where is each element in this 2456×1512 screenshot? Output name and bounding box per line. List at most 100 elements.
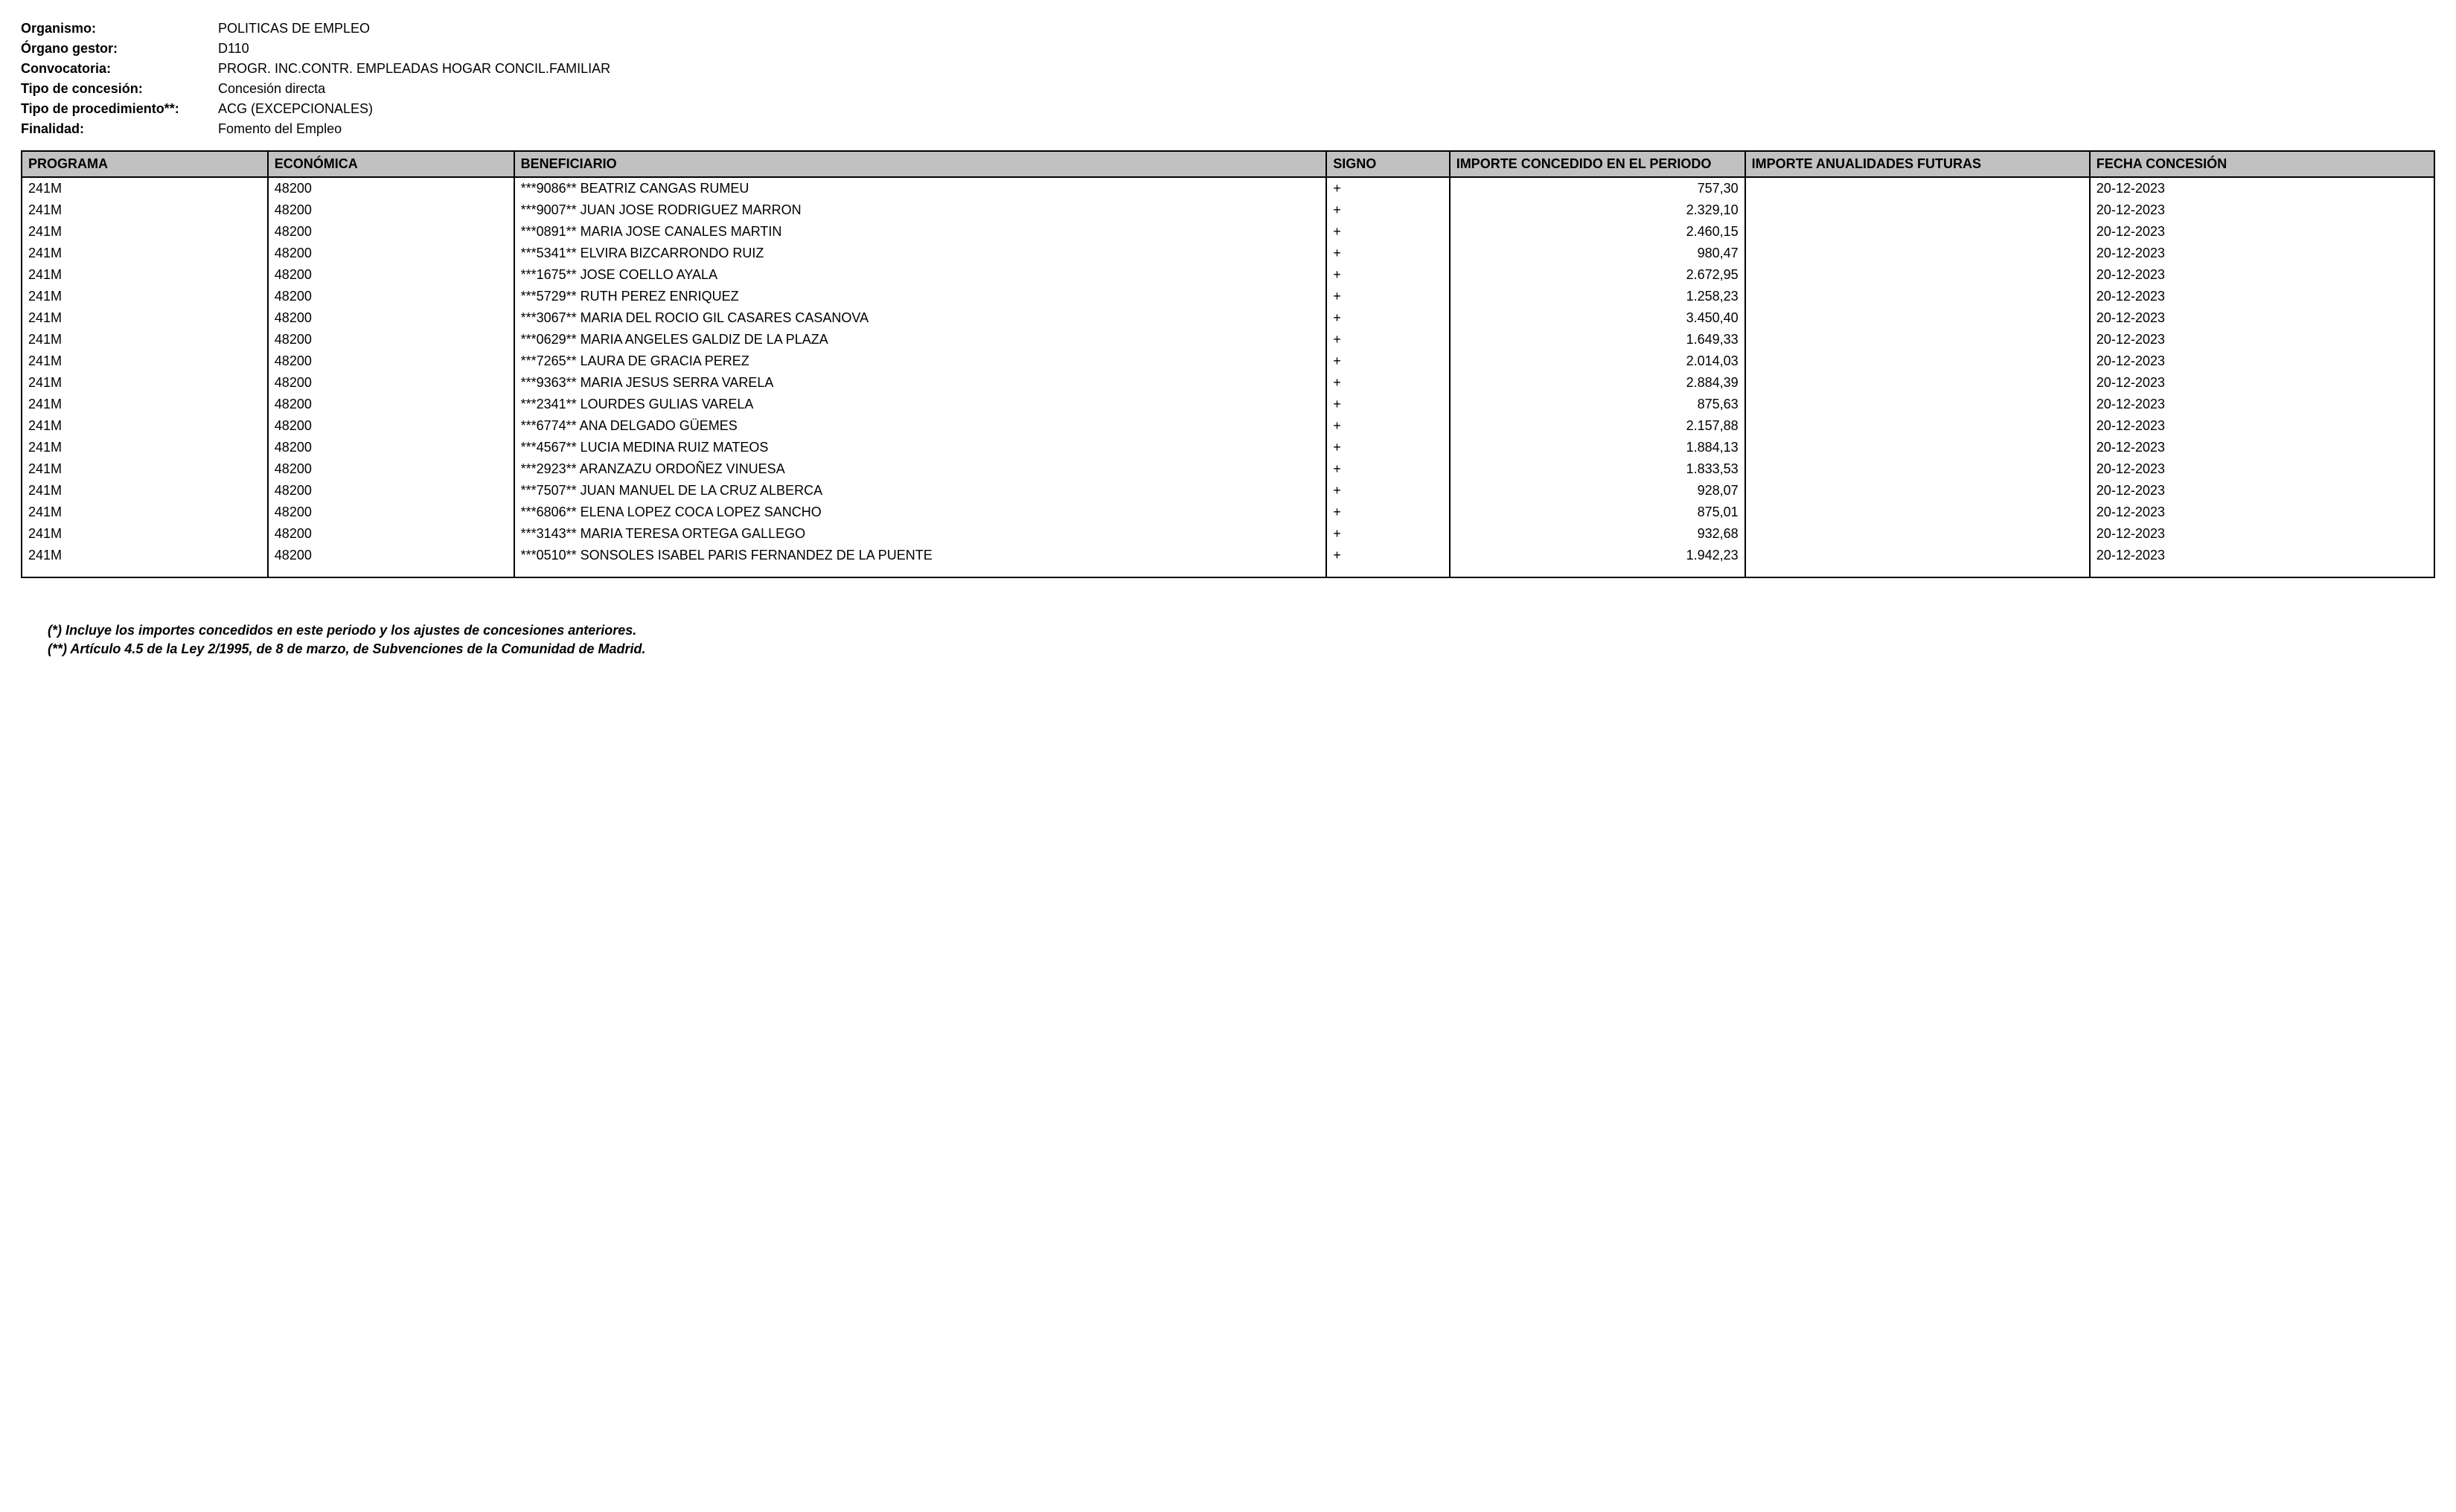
cell-economica: 48200 <box>268 307 514 329</box>
col-header-imp_fut: IMPORTE ANUALIDADES FUTURAS <box>1745 151 2090 177</box>
cell-signo: + <box>1326 329 1449 350</box>
cell-economica: 48200 <box>268 545 514 577</box>
cell-signo: + <box>1326 394 1449 415</box>
header-label: Convocatoria: <box>21 61 218 77</box>
cell-benef: ***7507** JUAN MANUEL DE LA CRUZ ALBERCA <box>514 480 1327 502</box>
table-row: 241M48200***9007** JUAN JOSE RODRIGUEZ M… <box>22 199 2434 221</box>
header-value: D110 <box>218 41 249 57</box>
cell-signo: + <box>1326 221 1449 243</box>
header-label: Tipo de concesión: <box>21 81 218 97</box>
cell-imp_per: 1.649,33 <box>1450 329 1745 350</box>
cell-economica: 48200 <box>268 199 514 221</box>
col-header-economica: ECONÓMICA <box>268 151 514 177</box>
cell-imp_per: 1.884,13 <box>1450 437 1745 458</box>
cell-benef: ***0510** SONSOLES ISABEL PARIS FERNANDE… <box>514 545 1327 577</box>
header-label: Organismo: <box>21 21 218 36</box>
header-value: Concesión directa <box>218 81 325 97</box>
header-label: Finalidad: <box>21 121 218 137</box>
cell-imp_per: 1.258,23 <box>1450 286 1745 307</box>
cell-programa: 241M <box>22 523 268 545</box>
cell-imp_per: 932,68 <box>1450 523 1745 545</box>
header-value: POLITICAS DE EMPLEO <box>218 21 370 36</box>
col-header-signo: SIGNO <box>1326 151 1449 177</box>
cell-imp_fut <box>1745 243 2090 264</box>
header-row: Convocatoria:PROGR. INC.CONTR. EMPLEADAS… <box>21 61 2435 77</box>
cell-imp_per: 928,07 <box>1450 480 1745 502</box>
cell-imp_per: 2.329,10 <box>1450 199 1745 221</box>
cell-economica: 48200 <box>268 437 514 458</box>
cell-economica: 48200 <box>268 502 514 523</box>
table-row: 241M48200***2341** LOURDES GULIAS VARELA… <box>22 394 2434 415</box>
cell-imp_per: 980,47 <box>1450 243 1745 264</box>
table-row: 241M48200***5341** ELVIRA BIZCARRONDO RU… <box>22 243 2434 264</box>
table-row: 241M48200***7507** JUAN MANUEL DE LA CRU… <box>22 480 2434 502</box>
cell-imp_fut <box>1745 545 2090 577</box>
cell-benef: ***0891** MARIA JOSE CANALES MARTIN <box>514 221 1327 243</box>
cell-imp_per: 2.157,88 <box>1450 415 1745 437</box>
cell-benef: ***3143** MARIA TERESA ORTEGA GALLEGO <box>514 523 1327 545</box>
cell-imp_fut <box>1745 480 2090 502</box>
cell-signo: + <box>1326 372 1449 394</box>
table-row: 241M48200***0629** MARIA ANGELES GALDIZ … <box>22 329 2434 350</box>
cell-signo: + <box>1326 307 1449 329</box>
col-header-imp_per: IMPORTE CONCEDIDO EN EL PERIODO <box>1450 151 1745 177</box>
header-row: Organismo:POLITICAS DE EMPLEO <box>21 21 2435 36</box>
cell-signo: + <box>1326 502 1449 523</box>
table-body: 241M48200***9086** BEATRIZ CANGAS RUMEU+… <box>22 177 2434 577</box>
cell-signo: + <box>1326 480 1449 502</box>
cell-economica: 48200 <box>268 350 514 372</box>
cell-programa: 241M <box>22 243 268 264</box>
cell-programa: 241M <box>22 350 268 372</box>
table-row: 241M48200***9086** BEATRIZ CANGAS RUMEU+… <box>22 177 2434 199</box>
cell-benef: ***4567** LUCIA MEDINA RUIZ MATEOS <box>514 437 1327 458</box>
cell-imp_per: 2.014,03 <box>1450 350 1745 372</box>
header-value: ACG (EXCEPCIONALES) <box>218 101 373 117</box>
cell-imp_fut <box>1745 415 2090 437</box>
cell-imp_fut <box>1745 177 2090 199</box>
table-row: 241M48200***0510** SONSOLES ISABEL PARIS… <box>22 545 2434 577</box>
cell-fecha: 20-12-2023 <box>2090 221 2434 243</box>
cell-fecha: 20-12-2023 <box>2090 458 2434 480</box>
header-row: Tipo de procedimiento**:ACG (EXCEPCIONAL… <box>21 101 2435 117</box>
cell-imp_fut <box>1745 502 2090 523</box>
cell-signo: + <box>1326 437 1449 458</box>
cell-imp_fut <box>1745 221 2090 243</box>
cell-programa: 241M <box>22 458 268 480</box>
grants-table: PROGRAMAECONÓMICABENEFICIARIOSIGNOIMPORT… <box>21 150 2435 578</box>
header-value: Fomento del Empleo <box>218 121 342 137</box>
cell-imp_per: 2.884,39 <box>1450 372 1745 394</box>
cell-signo: + <box>1326 523 1449 545</box>
table-row: 241M48200***5729** RUTH PEREZ ENRIQUEZ+1… <box>22 286 2434 307</box>
footnote: (*) Incluye los importes concedidos en e… <box>48 623 2435 638</box>
cell-programa: 241M <box>22 221 268 243</box>
cell-fecha: 20-12-2023 <box>2090 523 2434 545</box>
header-label: Tipo de procedimiento**: <box>21 101 218 117</box>
cell-programa: 241M <box>22 502 268 523</box>
cell-fecha: 20-12-2023 <box>2090 350 2434 372</box>
cell-fecha: 20-12-2023 <box>2090 177 2434 199</box>
cell-programa: 241M <box>22 394 268 415</box>
cell-imp_per: 875,01 <box>1450 502 1745 523</box>
cell-signo: + <box>1326 264 1449 286</box>
cell-economica: 48200 <box>268 415 514 437</box>
cell-fecha: 20-12-2023 <box>2090 415 2434 437</box>
cell-benef: ***9363** MARIA JESUS SERRA VARELA <box>514 372 1327 394</box>
cell-benef: ***6774** ANA DELGADO GÜEMES <box>514 415 1327 437</box>
table-row: 241M48200***3067** MARIA DEL ROCIO GIL C… <box>22 307 2434 329</box>
cell-signo: + <box>1326 286 1449 307</box>
cell-economica: 48200 <box>268 243 514 264</box>
cell-benef: ***2923** ARANZAZU ORDOÑEZ VINUESA <box>514 458 1327 480</box>
cell-imp_fut <box>1745 350 2090 372</box>
cell-imp_per: 2.460,15 <box>1450 221 1745 243</box>
footnotes: (*) Incluye los importes concedidos en e… <box>48 623 2435 657</box>
cell-imp_fut <box>1745 394 2090 415</box>
cell-benef: ***2341** LOURDES GULIAS VARELA <box>514 394 1327 415</box>
header-label: Órgano gestor: <box>21 41 218 57</box>
cell-benef: ***5729** RUTH PEREZ ENRIQUEZ <box>514 286 1327 307</box>
cell-programa: 241M <box>22 480 268 502</box>
table-row: 241M48200***3143** MARIA TERESA ORTEGA G… <box>22 523 2434 545</box>
cell-fecha: 20-12-2023 <box>2090 372 2434 394</box>
cell-economica: 48200 <box>268 221 514 243</box>
cell-fecha: 20-12-2023 <box>2090 329 2434 350</box>
cell-programa: 241M <box>22 437 268 458</box>
